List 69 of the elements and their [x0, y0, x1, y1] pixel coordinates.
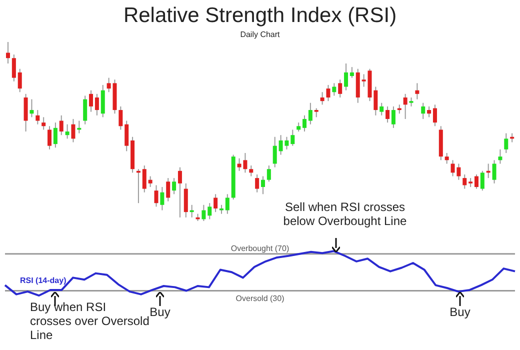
candlestick	[100, 84, 105, 118]
candlestick	[225, 194, 230, 214]
candlestick	[59, 114, 64, 136]
candlestick	[272, 136, 277, 168]
candlestick	[202, 204, 206, 221]
text: Buy when RSI crosses over Oversold Line	[30, 300, 150, 342]
candlestick	[148, 176, 152, 188]
candlestick	[261, 176, 265, 195]
chart-title: Relative Strength Index (RSI)	[122, 4, 398, 28]
candlestick	[386, 106, 390, 124]
candlestick	[492, 160, 496, 184]
candlestick	[172, 178, 176, 195]
candlestick	[474, 174, 478, 190]
candlestick	[421, 102, 426, 120]
candlestick	[12, 54, 16, 82]
candlestick	[89, 90, 94, 112]
candlestick	[30, 98, 34, 118]
candlestick	[403, 93, 408, 120]
candlestick	[160, 186, 164, 211]
candlestick	[344, 62, 348, 91]
candlestick	[308, 102, 312, 125]
candlestick	[480, 170, 484, 192]
candlestick	[6, 42, 10, 64]
candlestick	[249, 165, 254, 177]
candlestick	[462, 174, 467, 190]
candlestick	[326, 84, 330, 102]
candlestick	[320, 92, 324, 106]
candlestick	[504, 132, 508, 154]
candlestick	[154, 184, 158, 208]
candlestick	[350, 66, 354, 78]
candlestick	[184, 182, 188, 218]
ref-line-label: Oversold (30)	[236, 294, 285, 303]
chart-subtitle: Daily Chart	[239, 30, 281, 39]
candlestick	[142, 165, 146, 193]
candlestick	[380, 102, 384, 116]
candlestick	[214, 194, 218, 213]
candlestick	[266, 165, 271, 182]
candlestick	[18, 68, 22, 93]
candlestick	[48, 126, 52, 150]
candlestick	[374, 86, 378, 116]
annotation: Sell when RSI crosses below Overbought Line	[282, 200, 408, 228]
candlestick	[415, 82, 420, 100]
candlestick	[65, 124, 70, 140]
candlestick	[178, 166, 182, 218]
candlestick	[338, 79, 342, 98]
candlestick	[391, 106, 396, 128]
candlestick	[36, 110, 40, 125]
candlestick	[332, 82, 336, 96]
candlestick	[71, 118, 76, 143]
candlestick	[24, 93, 28, 132]
text: Buy	[150, 305, 170, 319]
candlestick	[427, 106, 432, 118]
candlestick	[498, 148, 502, 164]
ref-line-label: Overbought (70)	[230, 244, 290, 253]
candlestick	[302, 114, 307, 132]
candlestick	[208, 202, 212, 220]
candlestick	[83, 95, 88, 125]
candlestick	[53, 122, 58, 148]
candlestick	[166, 178, 170, 202]
candlestick	[118, 106, 123, 130]
candlestick	[444, 152, 449, 164]
candlestick	[255, 174, 260, 193]
candlestick	[432, 104, 437, 127]
candlestick	[42, 116, 46, 130]
candlestick	[94, 93, 99, 116]
candlestick	[124, 120, 129, 152]
series-label: RSI (14-day)	[20, 276, 66, 285]
candlestick	[290, 129, 295, 146]
text: Buy	[448, 305, 472, 319]
